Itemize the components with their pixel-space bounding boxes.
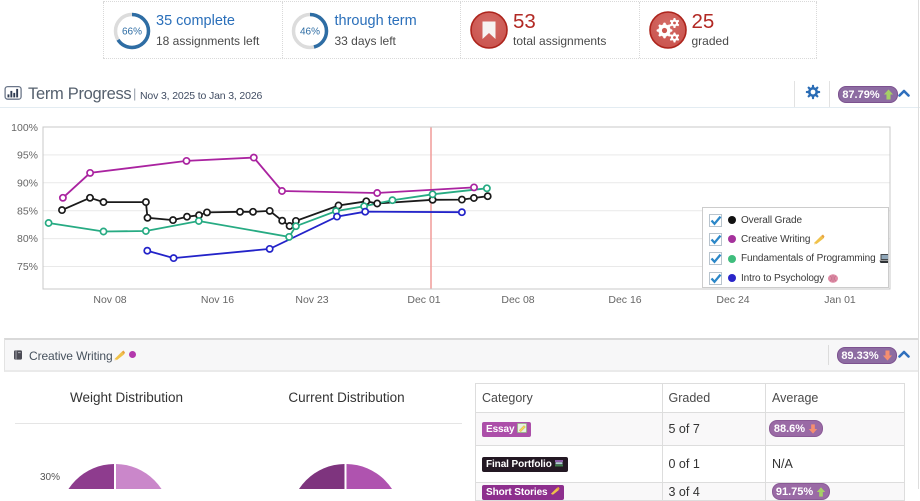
svg-text:Dec 16: Dec 16 <box>608 294 641 306</box>
svg-text:85%: 85% <box>17 205 38 217</box>
svg-text:Dec 24: Dec 24 <box>716 294 749 306</box>
svg-text:46%: 46% <box>300 26 320 37</box>
svg-text:100%: 100% <box>11 122 38 134</box>
svg-text:Nov 08: Nov 08 <box>93 294 126 306</box>
svg-text:75%: 75% <box>17 261 38 273</box>
svg-text:95%: 95% <box>17 150 38 162</box>
svg-text:Jan 01: Jan 01 <box>824 294 856 306</box>
svg-text:Nov 23: Nov 23 <box>295 294 328 306</box>
svg-text:66%: 66% <box>121 26 141 37</box>
svg-text:Dec 01: Dec 01 <box>407 294 440 306</box>
svg-text:Dec 08: Dec 08 <box>501 294 534 306</box>
svg-text:80%: 80% <box>17 233 38 245</box>
svg-text:90%: 90% <box>17 177 38 189</box>
svg-text:Nov 16: Nov 16 <box>201 294 234 306</box>
